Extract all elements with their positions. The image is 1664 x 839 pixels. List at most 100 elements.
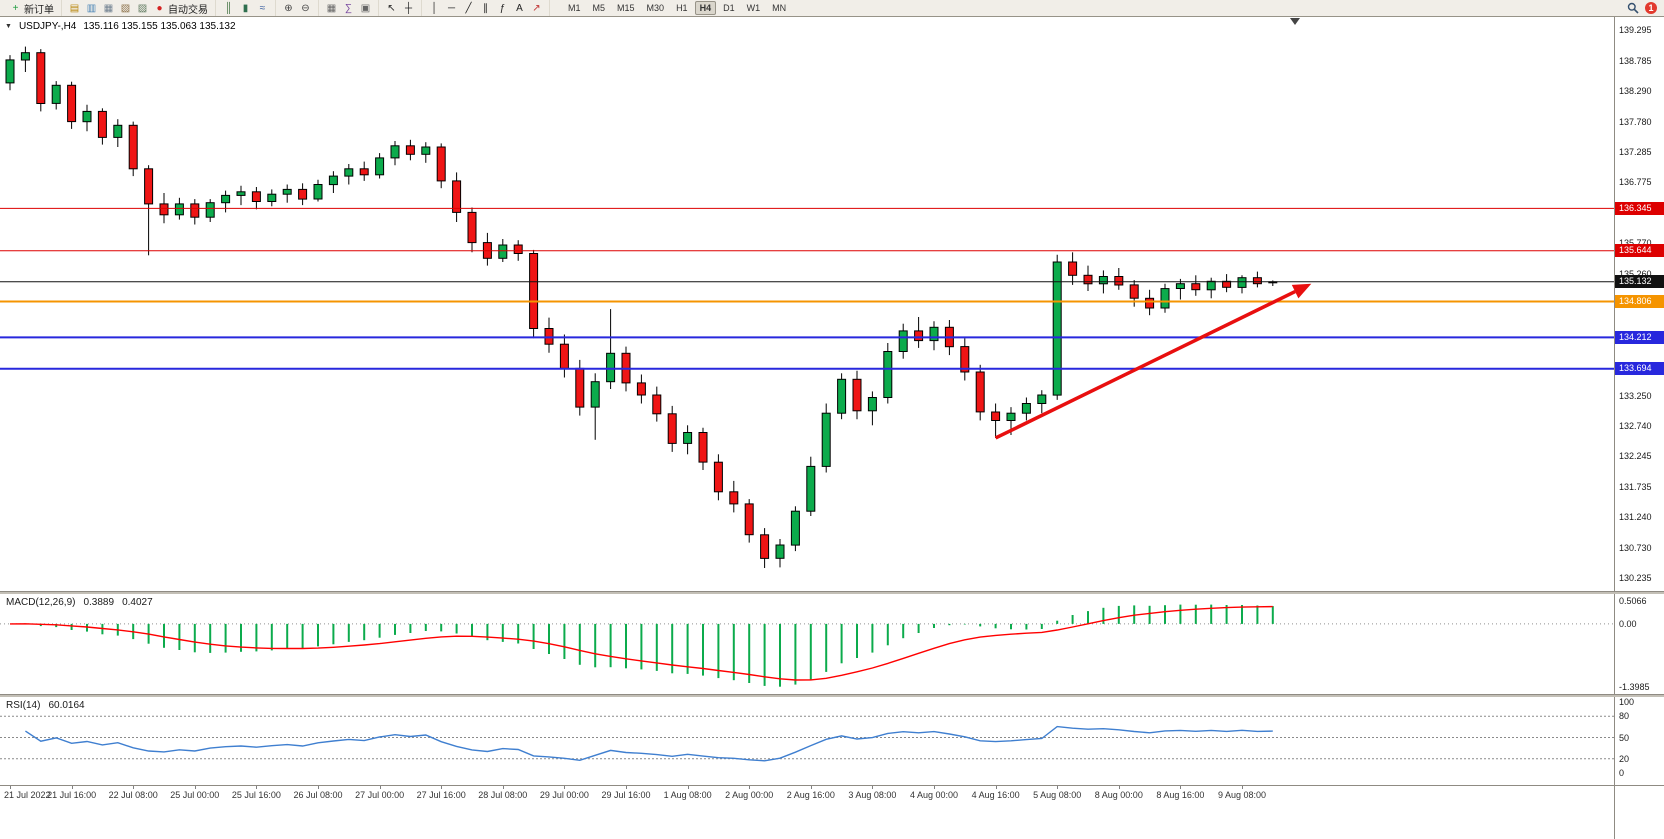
data-window-button[interactable]: ▥ bbox=[83, 1, 100, 16]
timeframe-d1[interactable]: D1 bbox=[718, 1, 740, 15]
timeframe-m30[interactable]: M30 bbox=[642, 1, 670, 15]
zoom-in-icon: ⊕ bbox=[283, 1, 294, 16]
timeframe-m15[interactable]: M15 bbox=[612, 1, 640, 15]
timeframe-m1[interactable]: M1 bbox=[563, 1, 586, 15]
time-tick bbox=[872, 786, 873, 789]
trendline-button[interactable]: ╱ bbox=[460, 1, 477, 16]
new-order-button[interactable]: +新订单 bbox=[7, 1, 57, 16]
timeframe-mn[interactable]: MN bbox=[767, 1, 791, 15]
time-tick bbox=[72, 786, 73, 789]
notification-badge[interactable]: 1 bbox=[1645, 2, 1657, 14]
rsi-axis-label: 100 bbox=[1619, 697, 1634, 707]
resistance-line-2-price-tag: 135.644 bbox=[1615, 244, 1664, 257]
arrow-tool-icon: ↗ bbox=[531, 1, 542, 16]
zoom-out-button[interactable]: ⊖ bbox=[297, 1, 314, 16]
macd-value-main: 0.3889 bbox=[83, 597, 114, 608]
horizontal-line-button[interactable]: ─ bbox=[443, 1, 460, 16]
time-tick bbox=[688, 786, 689, 789]
timeframe-m5[interactable]: M5 bbox=[588, 1, 611, 15]
time-label: 25 Jul 00:00 bbox=[170, 790, 219, 800]
strategy-tester-button[interactable]: ▨ bbox=[134, 1, 151, 16]
time-tick bbox=[1119, 786, 1120, 789]
line-chart-button[interactable]: ≈ bbox=[254, 1, 271, 16]
autotrading-button[interactable]: ●自动交易 bbox=[151, 1, 211, 16]
time-tick bbox=[441, 786, 442, 789]
arrows-button[interactable]: ↗ bbox=[528, 1, 545, 16]
bar-chart-button[interactable]: ║ bbox=[220, 1, 237, 16]
candlestick-icon: ▮ bbox=[240, 1, 251, 16]
terminal-button[interactable]: ▧ bbox=[117, 1, 134, 16]
price-tick-label: 138.290 bbox=[1619, 86, 1652, 96]
cursor-button[interactable]: ↖ bbox=[383, 1, 400, 16]
time-label: 21 Jul 16:00 bbox=[47, 790, 96, 800]
symbol-period-label: USDJPY-,H4 bbox=[19, 21, 76, 32]
templates-icon: ▣ bbox=[360, 1, 371, 16]
time-tick bbox=[380, 786, 381, 789]
market-watch-button[interactable]: ▤ bbox=[66, 1, 83, 16]
time-label: 27 Jul 00:00 bbox=[355, 790, 404, 800]
timeframe-h4[interactable]: H4 bbox=[695, 1, 717, 15]
timeframe-h1[interactable]: H1 bbox=[671, 1, 693, 15]
price-chart-canvas[interactable] bbox=[0, 17, 1614, 591]
price-tick-label: 138.785 bbox=[1619, 56, 1652, 66]
price-tick-label: 131.735 bbox=[1619, 482, 1652, 492]
time-tick bbox=[133, 786, 134, 789]
macd-canvas[interactable] bbox=[0, 594, 1614, 694]
autotrading-button-label: 自动交易 bbox=[168, 1, 208, 16]
price-tick-label: 133.250 bbox=[1619, 391, 1652, 401]
autotrading-icon: ● bbox=[154, 1, 165, 16]
time-tick bbox=[256, 786, 257, 789]
price-tick-label: 132.740 bbox=[1619, 421, 1652, 431]
indicators-button[interactable]: ∑ bbox=[340, 1, 357, 16]
data-window-icon: ▥ bbox=[86, 1, 97, 16]
price-tick-label: 132.245 bbox=[1619, 451, 1652, 461]
candlestick-button[interactable]: ▮ bbox=[237, 1, 254, 16]
collapse-panel-icon[interactable]: ▼ bbox=[5, 23, 12, 30]
vertical-line-button[interactable]: │ bbox=[426, 1, 443, 16]
navigator-button[interactable]: ▦ bbox=[100, 1, 117, 16]
templates-button[interactable]: ▣ bbox=[357, 1, 374, 16]
channel-button[interactable]: ∥ bbox=[477, 1, 494, 16]
channel-icon: ∥ bbox=[480, 1, 491, 16]
crosshair-button[interactable]: ┼ bbox=[400, 1, 417, 16]
strategy-tester-icon: ▨ bbox=[137, 1, 148, 16]
price-tick-label: 136.775 bbox=[1619, 177, 1652, 187]
time-tick bbox=[1242, 786, 1243, 789]
macd-label: MACD(12,26,9) 0.3889 0.4027 bbox=[6, 597, 153, 608]
text-icon: A bbox=[514, 1, 525, 16]
toolbar-group-cursor-tools: ↖┼ bbox=[379, 0, 422, 16]
time-label: 1 Aug 08:00 bbox=[664, 790, 712, 800]
zoom-in-button[interactable]: ⊕ bbox=[280, 1, 297, 16]
price-tick-label: 131.240 bbox=[1619, 512, 1652, 522]
time-tick bbox=[626, 786, 627, 789]
time-label: 4 Aug 00:00 bbox=[910, 790, 958, 800]
support-line-1-price-tag: 134.212 bbox=[1615, 331, 1664, 344]
search-icon[interactable] bbox=[1627, 2, 1639, 14]
text-button[interactable]: A bbox=[511, 1, 528, 16]
fibonacci-icon: ƒ bbox=[497, 1, 508, 16]
toolbar-group-windows: ▦∑▣ bbox=[319, 0, 379, 16]
price-tick-label: 130.730 bbox=[1619, 543, 1652, 553]
tile-windows-button[interactable]: ▦ bbox=[323, 1, 340, 16]
rsi-axis-label: 0 bbox=[1619, 768, 1624, 778]
rsi-canvas[interactable] bbox=[0, 697, 1614, 785]
time-label: 25 Jul 16:00 bbox=[232, 790, 281, 800]
price-tick-label: 137.780 bbox=[1619, 117, 1652, 127]
fibonacci-button[interactable]: ƒ bbox=[494, 1, 511, 16]
time-tick bbox=[749, 786, 750, 789]
tile-windows-icon: ▦ bbox=[326, 1, 337, 16]
time-label: 4 Aug 16:00 bbox=[972, 790, 1020, 800]
time-label: 2 Aug 00:00 bbox=[725, 790, 773, 800]
chart-shift-marker[interactable] bbox=[1290, 18, 1300, 25]
timeframe-w1[interactable]: W1 bbox=[742, 1, 766, 15]
time-tick bbox=[10, 786, 11, 789]
